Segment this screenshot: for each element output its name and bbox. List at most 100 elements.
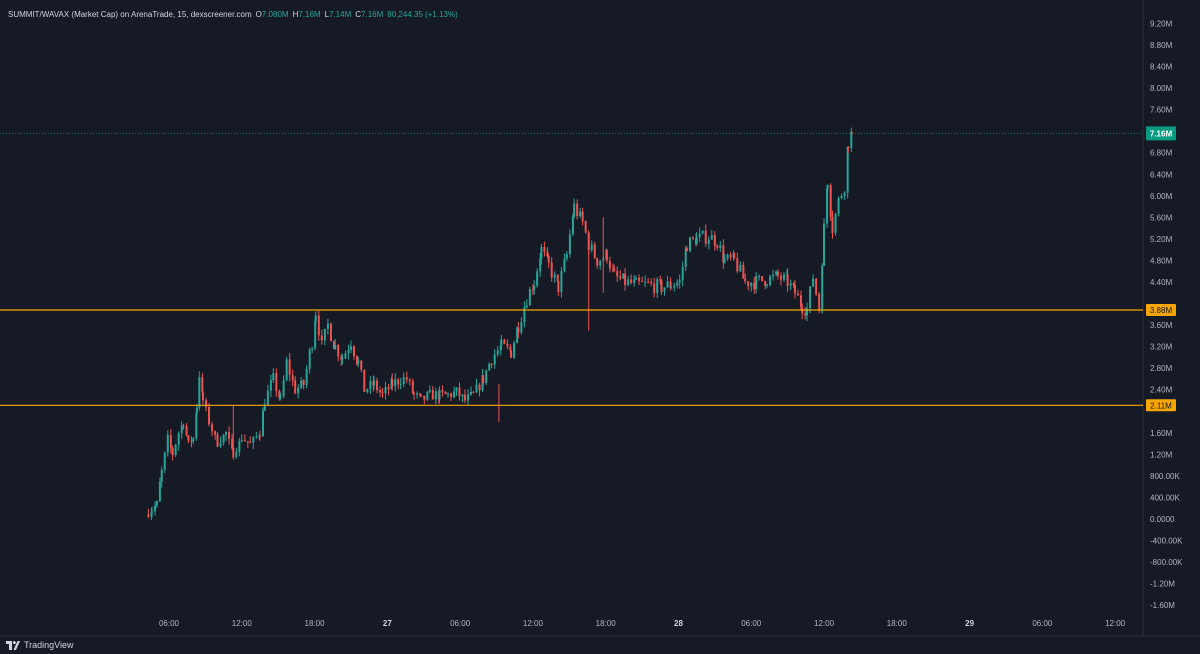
candle-body[interactable]: [723, 258, 726, 263]
candle-body[interactable]: [496, 350, 499, 355]
candle-body[interactable]: [182, 425, 185, 427]
candle-body[interactable]: [472, 391, 475, 393]
candle-body[interactable]: [394, 379, 397, 387]
candle-body[interactable]: [776, 271, 779, 276]
plot-area[interactable]: [0, 0, 1143, 617]
candle-body[interactable]: [411, 380, 414, 394]
candle-body[interactable]: [340, 356, 343, 360]
candle-body[interactable]: [663, 287, 666, 292]
candle-body[interactable]: [525, 305, 528, 308]
candle-body[interactable]: [238, 441, 241, 452]
candle-body[interactable]: [294, 380, 297, 394]
candle-body[interactable]: [438, 389, 441, 400]
candle-body[interactable]: [528, 289, 531, 306]
candle-body[interactable]: [676, 282, 679, 286]
candle-body[interactable]: [722, 245, 725, 263]
candle-body[interactable]: [704, 230, 707, 244]
candle-body[interactable]: [831, 216, 834, 233]
candle-body[interactable]: [510, 350, 513, 358]
candle-body[interactable]: [517, 327, 520, 333]
candle-body[interactable]: [262, 410, 265, 437]
candle-body[interactable]: [240, 440, 243, 442]
candle-body[interactable]: [243, 440, 246, 442]
candle-body[interactable]: [177, 433, 180, 445]
candle-body[interactable]: [769, 276, 772, 286]
candle-body[interactable]: [707, 239, 710, 244]
candle-body[interactable]: [563, 258, 566, 272]
candle-body[interactable]: [846, 146, 849, 193]
candle-body[interactable]: [809, 286, 812, 309]
candle-body[interactable]: [560, 271, 563, 292]
candle-body[interactable]: [581, 211, 584, 222]
candle-body[interactable]: [372, 380, 375, 386]
candle-body[interactable]: [493, 354, 496, 365]
candle-body[interactable]: [192, 438, 195, 442]
candle-body[interactable]: [216, 434, 219, 447]
candle-body[interactable]: [446, 393, 449, 395]
candle-body[interactable]: [616, 271, 619, 277]
candle-body[interactable]: [397, 379, 400, 385]
candle-body[interactable]: [453, 391, 456, 398]
candle-body[interactable]: [329, 323, 332, 342]
candle-body[interactable]: [154, 505, 157, 512]
candle-body[interactable]: [155, 501, 158, 506]
candle-body[interactable]: [796, 293, 799, 296]
candle-body[interactable]: [291, 374, 294, 381]
candle-body[interactable]: [843, 192, 846, 197]
candle-body[interactable]: [565, 254, 568, 259]
candle-body[interactable]: [755, 276, 758, 290]
candle-body[interactable]: [366, 389, 369, 392]
candle-body[interactable]: [470, 391, 473, 395]
candle-body[interactable]: [837, 198, 840, 214]
candle-body[interactable]: [441, 389, 444, 392]
candle-body[interactable]: [416, 393, 419, 395]
candle-body[interactable]: [349, 346, 352, 350]
candle-body[interactable]: [357, 360, 360, 365]
candle-body[interactable]: [332, 341, 335, 349]
candle-body[interactable]: [214, 431, 217, 435]
candle-body[interactable]: [279, 396, 282, 399]
candle-body[interactable]: [408, 379, 411, 381]
candle-body[interactable]: [376, 380, 379, 390]
candle-body[interactable]: [185, 425, 188, 436]
candle-body[interactable]: [726, 254, 729, 259]
candle-body[interactable]: [222, 434, 225, 443]
candle-body[interactable]: [635, 277, 638, 280]
candle-body[interactable]: [166, 434, 169, 453]
candle-body[interactable]: [288, 359, 291, 375]
candle-body[interactable]: [363, 369, 366, 392]
candle-body[interactable]: [747, 281, 750, 287]
candle-body[interactable]: [779, 275, 782, 280]
candle-body[interactable]: [314, 321, 317, 349]
candle-body[interactable]: [198, 377, 201, 408]
candle-body[interactable]: [300, 380, 303, 388]
candle-body[interactable]: [509, 346, 512, 351]
candle-body[interactable]: [593, 244, 596, 259]
candle-body[interactable]: [624, 273, 627, 285]
candle-body[interactable]: [475, 384, 478, 393]
candle-body[interactable]: [656, 279, 659, 294]
candle-body[interactable]: [282, 380, 285, 397]
candle-body[interactable]: [546, 251, 549, 257]
candle-body[interactable]: [758, 276, 761, 278]
candle-body[interactable]: [252, 437, 255, 443]
candle-body[interactable]: [258, 435, 261, 437]
candle-body[interactable]: [225, 432, 228, 435]
candle-body[interactable]: [584, 221, 587, 233]
candle-body[interactable]: [235, 451, 238, 458]
candle-body[interactable]: [158, 481, 161, 502]
candle-body[interactable]: [753, 282, 756, 290]
candle-body[interactable]: [557, 281, 560, 292]
candle-body[interactable]: [695, 237, 698, 245]
candle-body[interactable]: [681, 266, 684, 281]
candle-body[interactable]: [550, 262, 553, 278]
candle-body[interactable]: [673, 285, 676, 288]
candle-body[interactable]: [297, 387, 300, 394]
candle-body[interactable]: [772, 274, 775, 277]
candle-body[interactable]: [536, 271, 539, 286]
candle-body[interactable]: [576, 203, 579, 217]
candle-body[interactable]: [847, 146, 850, 149]
candle-body[interactable]: [174, 444, 177, 456]
